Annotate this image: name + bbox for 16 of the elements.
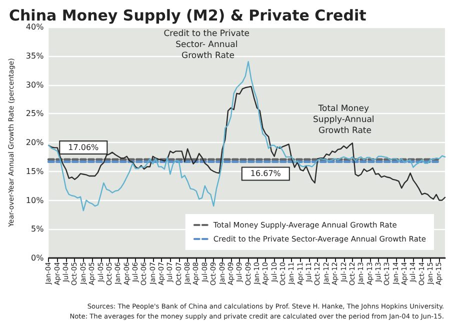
data-label: 16.67% — [250, 169, 282, 178]
annotation: Total Money Supply-Annual Growth Rate — [313, 104, 377, 136]
y-tick-label: 40% — [26, 22, 44, 32]
y-tick-label: 20% — [26, 138, 44, 147]
chart-title: China Money Supply (M2) & Private Credit — [9, 6, 366, 24]
line-series — [48, 86, 446, 201]
y-tick-label: 30% — [26, 80, 44, 90]
y-tick-label: 15% — [26, 166, 44, 176]
annotation: Credit to the Private Sector- Annual Growth Rate — [164, 29, 252, 61]
line-series — [48, 61, 446, 212]
data-label: 17.06% — [68, 142, 100, 152]
y-tick-label: 5% — [30, 224, 44, 234]
y-tick-label: 25% — [26, 109, 44, 118]
y-tick-label: 10% — [26, 196, 44, 205]
y-tick-label: 35% — [26, 51, 44, 60]
y-tick-label: 0% — [30, 254, 44, 262]
